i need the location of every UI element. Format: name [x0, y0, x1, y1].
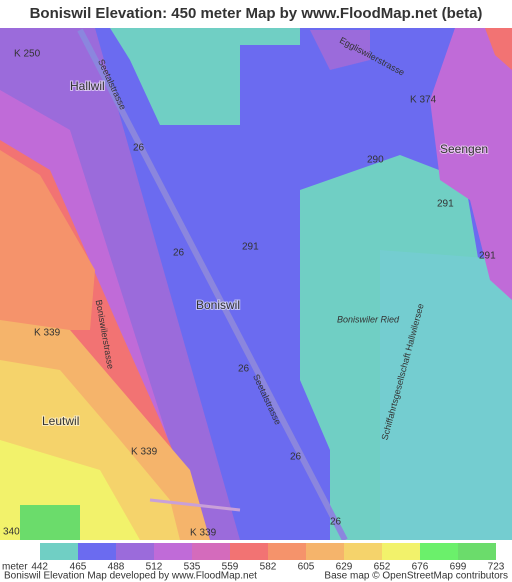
legend-value: 488	[108, 562, 125, 573]
legend-swatch	[306, 543, 344, 560]
map-label: 26	[238, 364, 250, 375]
legend-swatch	[382, 543, 420, 560]
title: Boniswil Elevation: 450 meter Map by www…	[30, 5, 483, 22]
legend-swatch	[344, 543, 382, 560]
map-label: 26	[290, 452, 302, 463]
legend-value: 442	[31, 562, 48, 573]
legend: meter 442 465 488 512 535 559 582 605 629 652 676 69…	[2, 543, 505, 573]
map-label: 26	[173, 248, 185, 259]
map-label: Hallwil	[70, 79, 105, 93]
legend-swatch	[154, 543, 192, 560]
legend-swatch	[420, 543, 458, 560]
legend-swatch	[458, 543, 496, 560]
legend-swatch	[192, 543, 230, 560]
legend-swatch	[78, 543, 116, 560]
legend-swatch	[230, 543, 268, 560]
map-label: K 339	[131, 447, 158, 458]
map: K 250 Hallwil Seetalstrasse Eggliswilers…	[0, 28, 512, 540]
map-label: 26	[133, 143, 145, 154]
legend-unit: meter	[2, 562, 28, 573]
map-label: Seengen	[440, 142, 488, 156]
legend-value: 535	[184, 562, 201, 573]
legend-value: 699	[450, 562, 467, 573]
legend-value: 512	[146, 562, 163, 573]
map-label: Boniswil	[196, 298, 240, 312]
legend-value: 723	[488, 562, 505, 573]
legend-swatch	[268, 543, 306, 560]
map-label: 26	[330, 517, 342, 528]
map-label: K 250	[14, 49, 41, 60]
footer-right: Base map © OpenStreetMap contributors	[324, 571, 508, 582]
map-label: Boniswiler Ried	[337, 314, 400, 324]
map-label: K 374	[410, 95, 437, 106]
map-label: 290	[367, 155, 384, 166]
legend-swatch	[116, 543, 154, 560]
legend-value: 582	[260, 562, 277, 573]
map-label: 340	[3, 527, 20, 538]
map-label: 291	[242, 242, 259, 253]
map-label: 291	[437, 199, 454, 210]
map-label: 291	[479, 251, 496, 262]
map-label: K 339	[190, 528, 217, 539]
legend-value: 629	[336, 562, 353, 573]
legend-value: 465	[70, 562, 87, 573]
legend-swatch	[40, 543, 78, 560]
map-label: K 339	[34, 328, 61, 339]
legend-value: 676	[412, 562, 429, 573]
legend-value: 605	[298, 562, 315, 573]
legend-value: 559	[222, 562, 239, 573]
map-label: Leutwil	[42, 414, 79, 428]
legend-value: 652	[374, 562, 391, 573]
footer-left: Boniswil Elevation Map developed by www.…	[4, 571, 257, 582]
